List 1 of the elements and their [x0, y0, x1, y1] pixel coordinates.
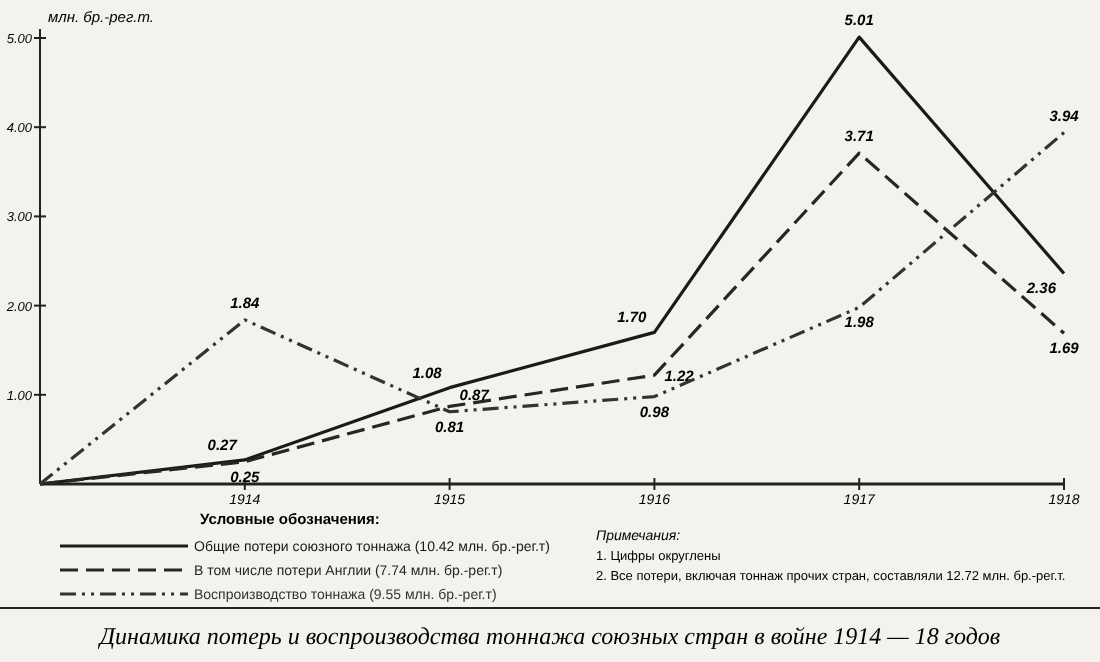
text: Динамика потерь и воспроизводства тоннажа союзных стран в войне 1914 — 18 годов	[97, 622, 1001, 650]
